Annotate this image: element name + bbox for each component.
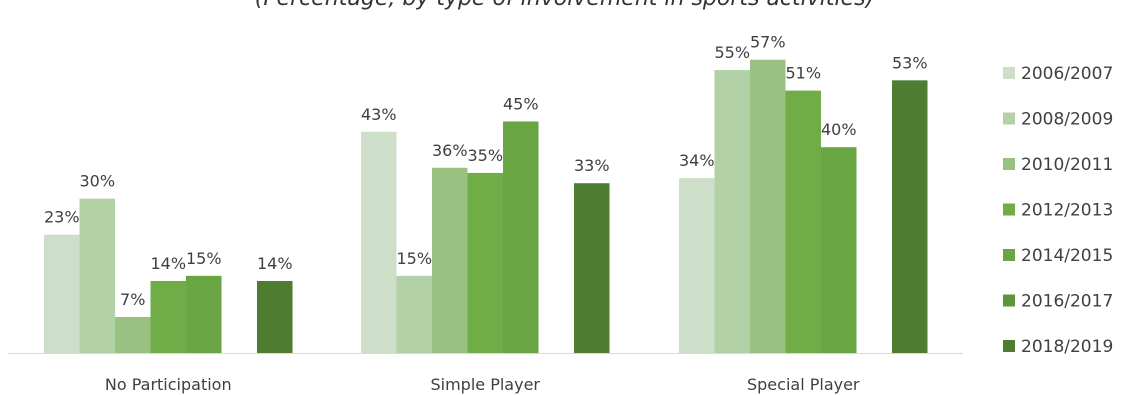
bar-2012-2013-simple-player — [467, 172, 503, 353]
legend-label: 2012/2013 — [1021, 201, 1113, 221]
bar-2010-2011-special-player — [750, 59, 786, 354]
bar-2014-2015-no-participation — [186, 275, 222, 353]
legend-label: 2008/2009 — [1021, 110, 1113, 130]
data-label: 53% — [892, 53, 928, 72]
bar-2014-2015-special-player — [821, 147, 857, 353]
bar-2006-2007-simple-player — [361, 131, 397, 353]
legend-label: 2016/2017 — [1021, 292, 1113, 312]
legend-label: 2014/2015 — [1021, 246, 1113, 266]
legend-label: 2006/2007 — [1021, 64, 1113, 84]
category-label: Simple Player — [430, 375, 540, 394]
legend-swatch — [1003, 294, 1015, 307]
data-label: 34% — [679, 151, 715, 170]
legend-swatch — [1003, 249, 1015, 261]
data-label: 35% — [467, 146, 503, 165]
data-label: 36% — [432, 141, 468, 160]
data-label: 43% — [361, 105, 397, 124]
data-label: 40% — [821, 120, 857, 139]
bar-2008-2009-simple-player — [396, 275, 432, 353]
data-label: 30% — [79, 172, 115, 191]
bar-2006-2007-special-player — [679, 178, 715, 353]
data-label: 45% — [503, 94, 539, 113]
legend-swatch — [1003, 203, 1015, 216]
chart-title: (Percentage, by type of involvement in s… — [0, 0, 1129, 11]
bar-2018-2019-special-player — [892, 80, 928, 353]
category-label: Special Player — [747, 375, 860, 394]
bar-2012-2013-no-participation — [150, 280, 186, 353]
legend-swatch — [1003, 67, 1015, 79]
bar-2010-2011-no-participation — [115, 316, 151, 353]
bar-2018-2019-no-participation — [257, 280, 293, 353]
data-label: 14% — [150, 254, 186, 273]
bar-2012-2013-special-player — [785, 90, 821, 353]
data-label: 14% — [257, 254, 293, 273]
data-label: 23% — [44, 208, 80, 227]
category-label: No Participation — [105, 375, 232, 394]
data-label: 55% — [714, 43, 750, 62]
legend-swatch — [1003, 158, 1015, 170]
data-label: 51% — [785, 64, 821, 83]
data-label: 15% — [186, 249, 222, 268]
legend-swatch — [1003, 112, 1015, 125]
bar-2018-2019-simple-player — [574, 183, 610, 353]
bar-2008-2009-special-player — [714, 70, 750, 354]
data-label: 15% — [396, 249, 432, 268]
bar-2010-2011-simple-player — [432, 167, 468, 353]
data-label: 7% — [120, 290, 145, 309]
bar-2014-2015-simple-player — [503, 121, 539, 353]
legend-label: 2010/2011 — [1021, 155, 1113, 175]
legend-label: 2018/2019 — [1021, 337, 1113, 357]
bar-2008-2009-no-participation — [79, 198, 115, 353]
data-label: 57% — [750, 33, 786, 52]
legend-swatch — [1003, 340, 1015, 352]
bar-2006-2007-no-participation — [44, 234, 80, 353]
data-label: 33% — [574, 156, 610, 175]
